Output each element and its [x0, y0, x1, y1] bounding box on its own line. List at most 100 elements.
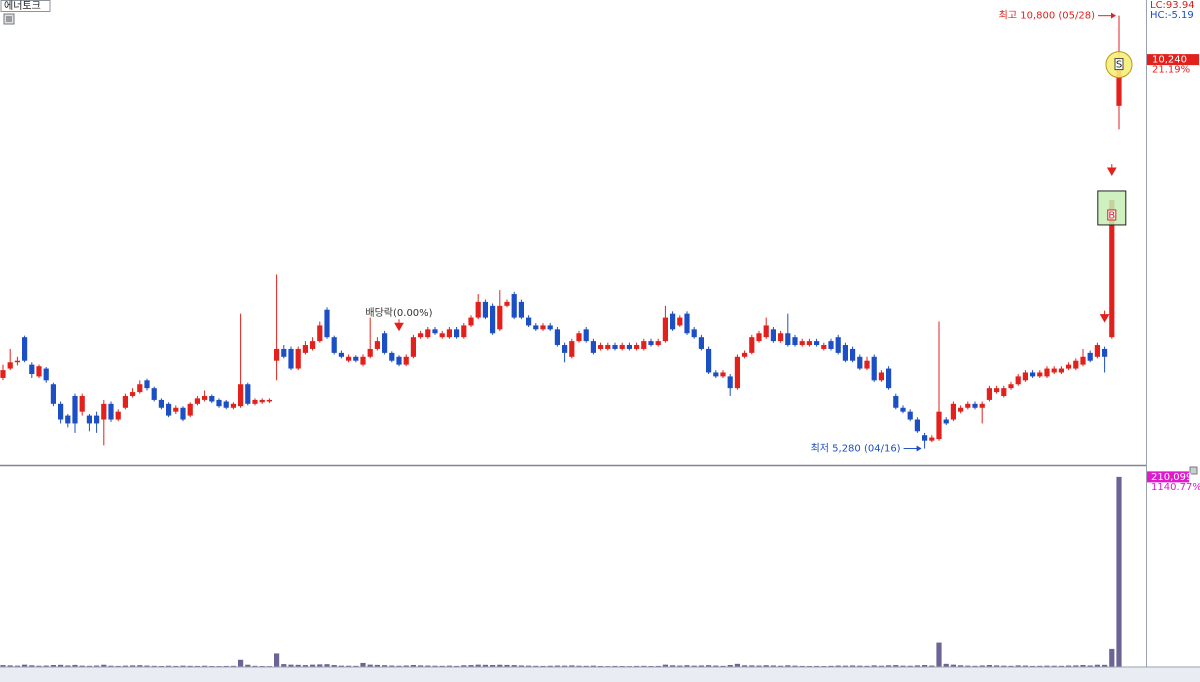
volume-bar — [295, 664, 301, 667]
volume-bar — [1109, 648, 1115, 667]
volume-bar — [65, 665, 71, 667]
volume-bar — [1058, 665, 1064, 667]
volume-bar — [1087, 665, 1093, 667]
volume-bar — [943, 663, 949, 667]
volume-bar — [612, 665, 618, 667]
candle-body — [526, 317, 532, 326]
volume-bar — [108, 665, 114, 667]
volume-bar — [785, 665, 791, 667]
volume-bar — [194, 665, 200, 667]
candle-body — [806, 341, 812, 346]
candle-body — [950, 403, 956, 420]
candle-body — [986, 388, 992, 400]
volume-bar — [871, 665, 877, 667]
candle-body — [115, 411, 121, 420]
volume-bar — [497, 664, 503, 667]
candle-body — [598, 345, 604, 349]
volume-bar — [418, 665, 424, 667]
candle-body — [1037, 372, 1043, 377]
candle-body — [907, 411, 913, 420]
volume-bar — [958, 665, 964, 667]
candle-body — [425, 329, 431, 338]
volume-bar — [526, 665, 532, 667]
volume-bar — [950, 664, 956, 667]
candle-body — [569, 341, 575, 357]
candle-body — [50, 384, 56, 404]
volume-bar — [238, 659, 244, 667]
candle-body — [166, 403, 172, 416]
candle-body — [58, 403, 64, 420]
candle-body — [742, 352, 748, 357]
volume-tag-label: 210,099 — [1151, 472, 1192, 483]
candle-body — [929, 437, 935, 441]
candle-body — [734, 356, 740, 389]
candle-body — [958, 407, 964, 412]
volume-bar — [900, 665, 906, 667]
candle-body — [756, 333, 762, 342]
volume-bar — [58, 664, 64, 667]
volume-bar — [972, 665, 978, 667]
candle-body — [1109, 199, 1115, 338]
candle-body — [43, 368, 49, 381]
candle-body — [634, 345, 640, 349]
volume-bar — [331, 665, 337, 667]
volume-bar — [576, 665, 582, 667]
candle-body — [814, 341, 820, 346]
volume-bar — [43, 665, 49, 667]
candle-body — [22, 337, 28, 361]
volume-bar — [1022, 665, 1028, 667]
volume-bar — [461, 665, 467, 667]
volume-bar — [864, 665, 870, 667]
candle-body — [367, 348, 373, 357]
candle-body — [137, 384, 143, 393]
marks — [0, 15, 1122, 667]
volume-bar — [1066, 665, 1072, 667]
volume-bar — [29, 665, 35, 667]
volume-bar — [936, 642, 942, 667]
candle-body — [1080, 356, 1086, 365]
volume-bar — [850, 665, 856, 667]
volume-bar — [1102, 664, 1108, 667]
volume-bar — [922, 665, 928, 667]
candle-body — [619, 345, 625, 349]
candle-body — [713, 372, 719, 377]
volume-bar — [79, 665, 85, 667]
candle-body — [331, 337, 337, 353]
candle-body — [432, 329, 438, 334]
volume-bar — [914, 665, 920, 667]
candle-body — [317, 325, 323, 342]
volume-bar — [857, 665, 863, 667]
volume-bar — [547, 665, 553, 667]
volume-bar — [439, 665, 445, 667]
candle-body — [29, 364, 35, 375]
volume-bar — [446, 665, 452, 667]
volume-bar — [101, 664, 107, 667]
volume-bar — [828, 665, 834, 667]
candle-body — [396, 356, 402, 365]
volume-bar — [94, 665, 100, 667]
candle-body — [72, 395, 78, 424]
candle-body — [194, 398, 200, 404]
volume-bar — [302, 665, 308, 667]
volume-bar — [886, 665, 892, 667]
candle-body — [547, 325, 553, 330]
candle-body — [799, 341, 805, 346]
candle-body — [1073, 360, 1079, 369]
symbol: 에너토크 — [4, 0, 41, 12]
candle-body — [886, 368, 892, 389]
volume-bar — [490, 665, 496, 667]
panel-button[interactable] — [1189, 466, 1198, 475]
volume-bar — [180, 665, 186, 667]
volume-bar — [1080, 665, 1086, 667]
candle-body — [310, 341, 316, 349]
volume-bar — [50, 665, 56, 667]
candle-body — [382, 333, 388, 353]
volume-bar — [677, 665, 683, 667]
event-label: 배당락(0.00%) — [365, 307, 432, 319]
symbol-box[interactable] — [0, 0, 51, 12]
volume-bar — [655, 665, 661, 667]
volume-bar — [310, 664, 316, 667]
candle-body — [698, 337, 704, 349]
volume-bar — [166, 665, 172, 667]
